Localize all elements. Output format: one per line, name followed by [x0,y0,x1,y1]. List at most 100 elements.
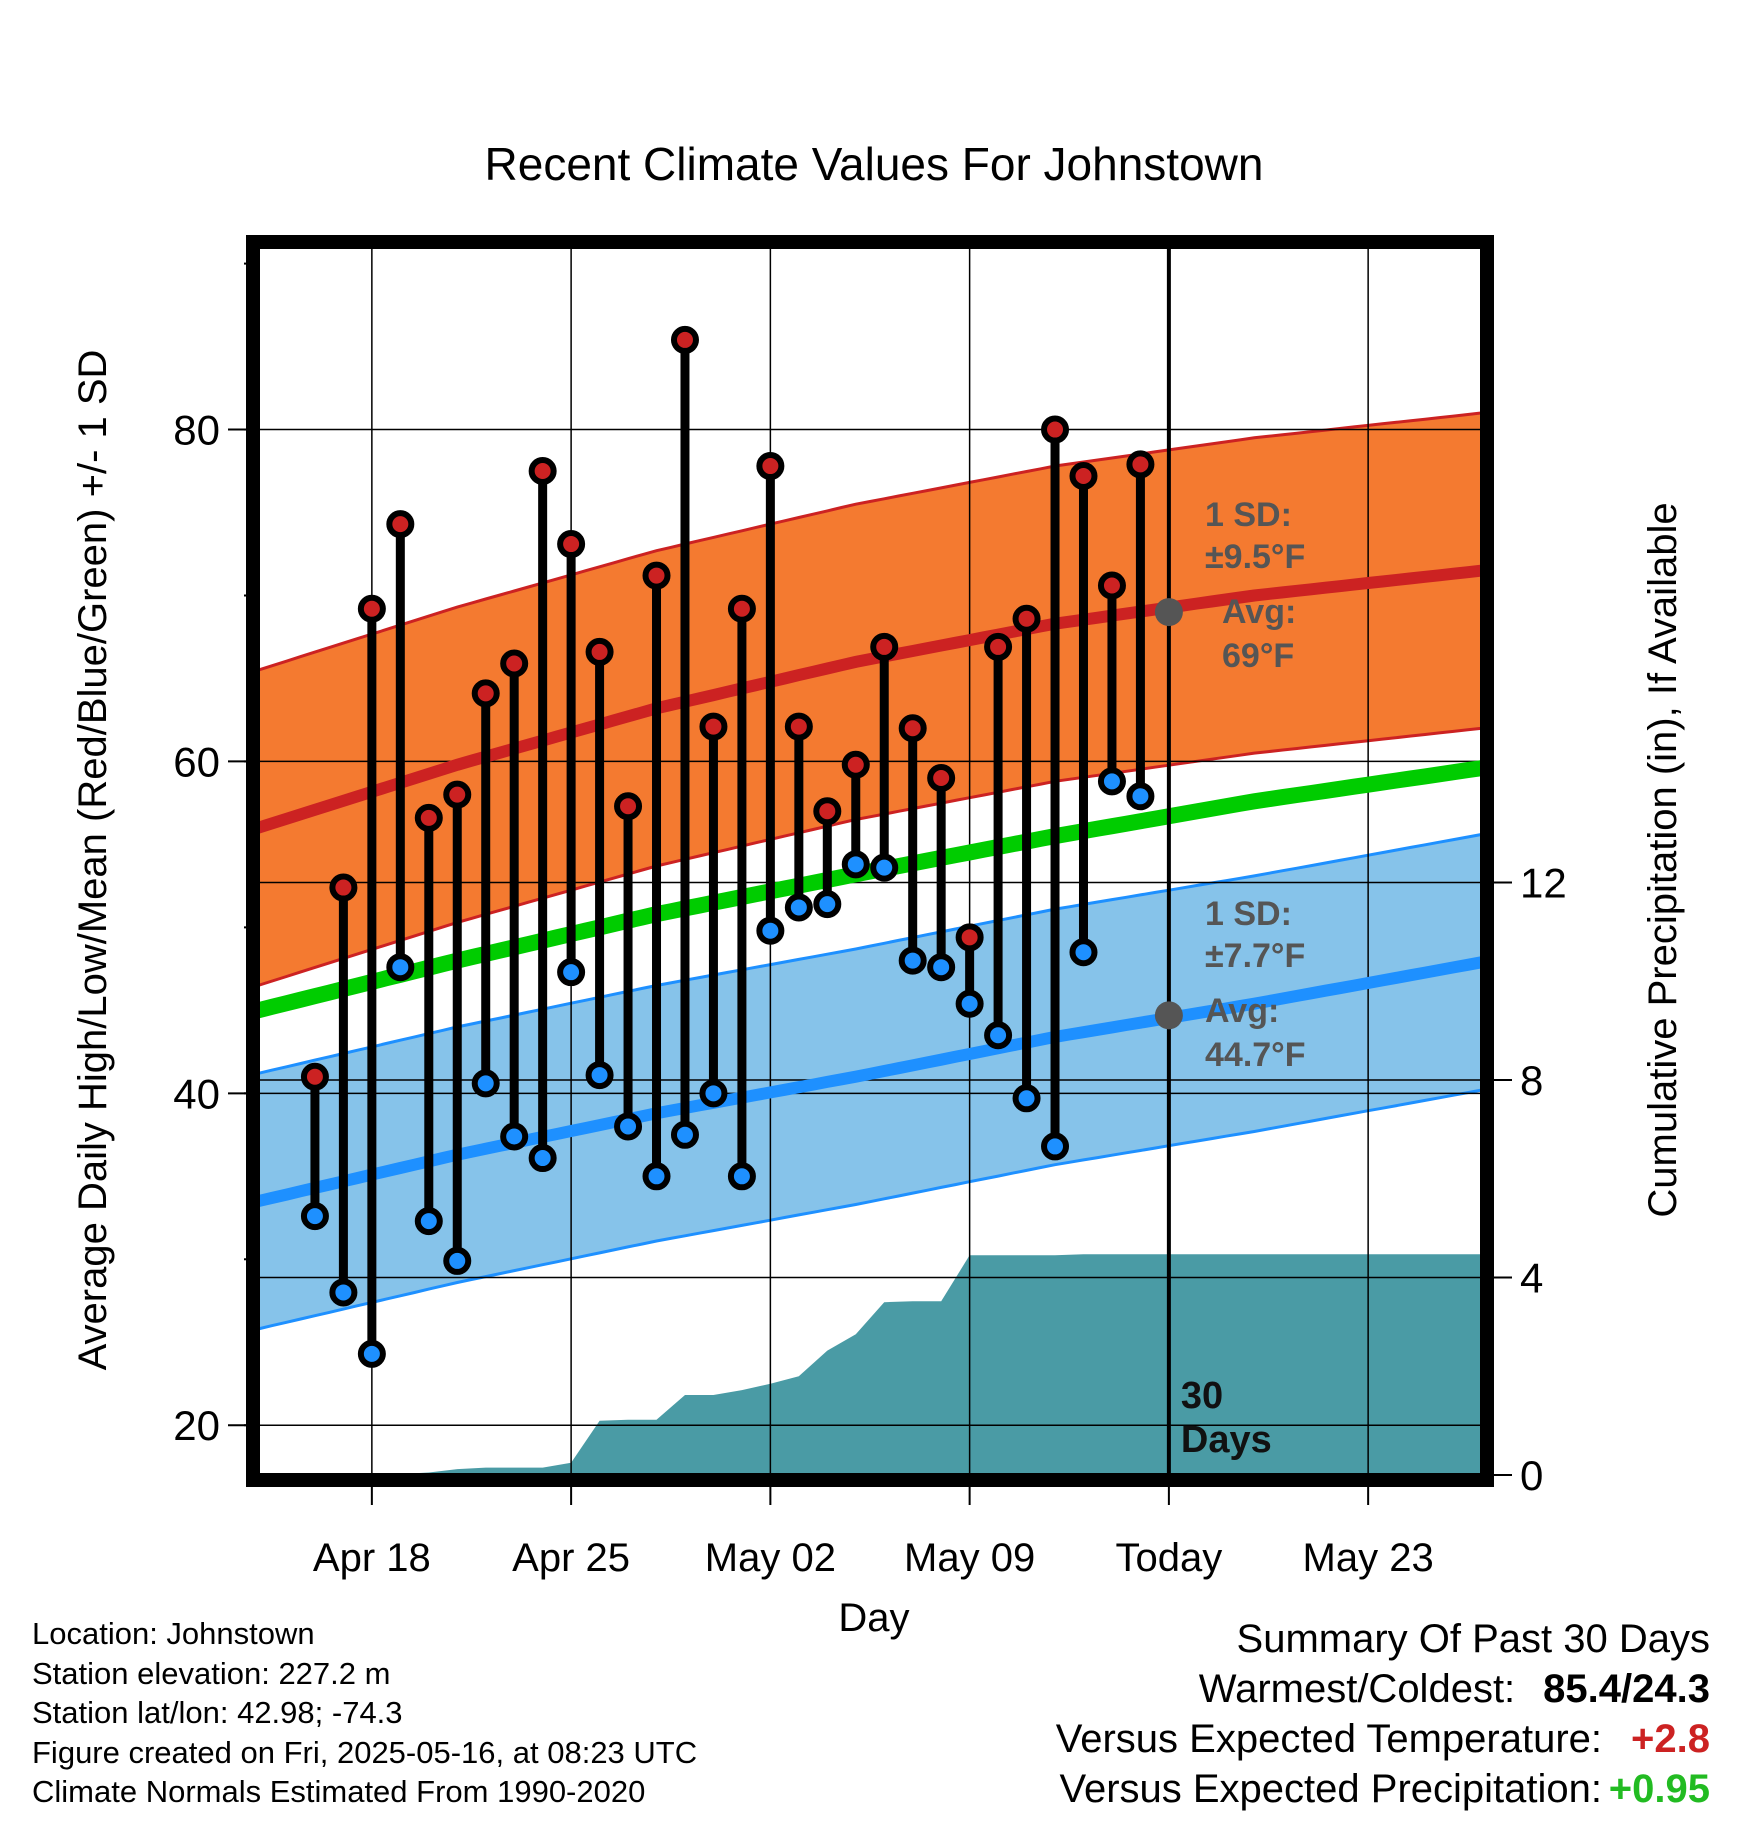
temp-vs-expected-label: Versus Expected Temperature: [1055,1717,1602,1761]
high-point [1069,462,1098,491]
chart-title: Recent Climate Values For Johnstown [485,138,1264,190]
high-point [670,325,699,354]
high-point [784,712,813,741]
low-point [898,946,927,975]
warm-cold-label: Warmest/Coldest: [1198,1667,1516,1711]
y-axis-right-label: Cumulative Precipitation (in), If Availa… [1641,502,1685,1217]
high-point [585,637,614,666]
low-point [1097,767,1126,796]
low-point [329,1278,358,1307]
high-point [1041,415,1070,444]
high-point [1012,604,1041,633]
high-point [386,510,415,539]
high-point [699,712,728,741]
high-point [870,632,899,661]
high-avg-value: 69°F [1222,637,1294,675]
low-point [1041,1132,1070,1161]
low-point [300,1202,329,1231]
elevation-text: Station elevation: 227.2 m [32,1655,391,1691]
low-point [670,1120,699,1149]
precip-area [258,1254,1482,1475]
high-point [557,530,586,559]
x-axis-label: Day [838,1596,909,1640]
low-point [1012,1084,1041,1113]
low-point [471,1069,500,1098]
low-sd-band [258,834,1482,1329]
high-point [756,452,785,481]
y-left-tick-label: 40 [173,1070,220,1117]
high-point [614,792,643,821]
precip-vs-expected-value: +0.95 [1608,1767,1710,1811]
y-right-tick-label: 8 [1520,1057,1543,1104]
latlon-text: Station lat/lon: 42.98; -74.3 [32,1695,403,1730]
x-tick-label: Apr 25 [512,1536,630,1580]
low-point [500,1122,529,1151]
high-point [500,649,529,678]
precip-vs-expected-label: Versus Expected Precipitation: [1059,1767,1602,1811]
created-text: Figure created on Fri, 2025-05-16, at 08… [32,1734,698,1770]
high-point [642,561,671,590]
high-sd-value: ±9.5°F [1205,538,1305,576]
x-tick-label: May 23 [1303,1536,1434,1580]
low-point [727,1162,756,1191]
high-point [727,594,756,623]
high-point [984,632,1013,661]
low-point [585,1061,614,1090]
low-point [386,953,415,982]
high-normal-line [256,564,1483,834]
normals-text: Climate Normals Estimated From 1990-2020 [32,1774,646,1809]
high-point [443,780,472,809]
high-point [841,750,870,779]
summary-panel: Summary Of Past 30 Days Warmest/Coldest:… [1056,1614,1710,1814]
low-sd-lower-line [257,1088,1483,1331]
low-point [614,1112,643,1141]
today-days-count-label: 30 [1181,1375,1223,1417]
mean-normal-line [256,760,1484,1019]
high-point [955,923,984,952]
summary-title: Summary Of Past 30 Days [1236,1617,1710,1661]
low-sd-value: ±7.7°F [1205,937,1305,975]
x-tick-label: Apr 18 [313,1536,431,1580]
high-point [300,1062,329,1091]
low-point [642,1162,671,1191]
high-sd-label: 1 SD: [1205,496,1292,534]
low-point [528,1144,557,1173]
low-point [1126,782,1155,811]
warm-cold-value: 85.4/24.3 [1543,1667,1710,1711]
low-point [699,1079,728,1108]
high-avg-marker [1154,598,1183,627]
low-point [784,893,813,922]
high-point [357,594,386,623]
y-right-tick-label: 0 [1520,1452,1543,1499]
high-point [813,797,842,826]
low-point [414,1207,443,1236]
high-point [528,457,557,486]
low-avg-label: Avg: [1205,992,1279,1030]
high-sd-upper-line [257,411,1483,672]
station-info: Location: Johnstown Station elevation: 2… [32,1614,697,1812]
y-left-tick-label: 20 [173,1402,220,1449]
high-sd-band [258,412,1482,986]
today-days-label: Days [1181,1419,1272,1461]
high-point [1097,571,1126,600]
low-point [927,953,956,982]
low-point [357,1339,386,1368]
low-sd-label: 1 SD: [1205,895,1292,933]
low-point [955,989,984,1018]
high-avg-label: Avg: [1222,593,1296,631]
y-left-tick-label: 60 [173,738,220,785]
low-point [984,1021,1013,1050]
plot-frame [246,235,1494,1487]
low-point [443,1246,472,1275]
x-tick-label: May 09 [904,1536,1035,1580]
low-avg-marker [1154,1001,1183,1030]
high-point [329,873,358,902]
low-avg-value: 44.7°F [1205,1036,1306,1074]
location-text: Location: Johnstown [32,1616,315,1651]
low-point [841,850,870,879]
x-tick-label: May 02 [705,1536,836,1580]
low-point [756,916,785,945]
high-point [414,803,443,832]
y-right-tick-label: 12 [1520,860,1567,907]
